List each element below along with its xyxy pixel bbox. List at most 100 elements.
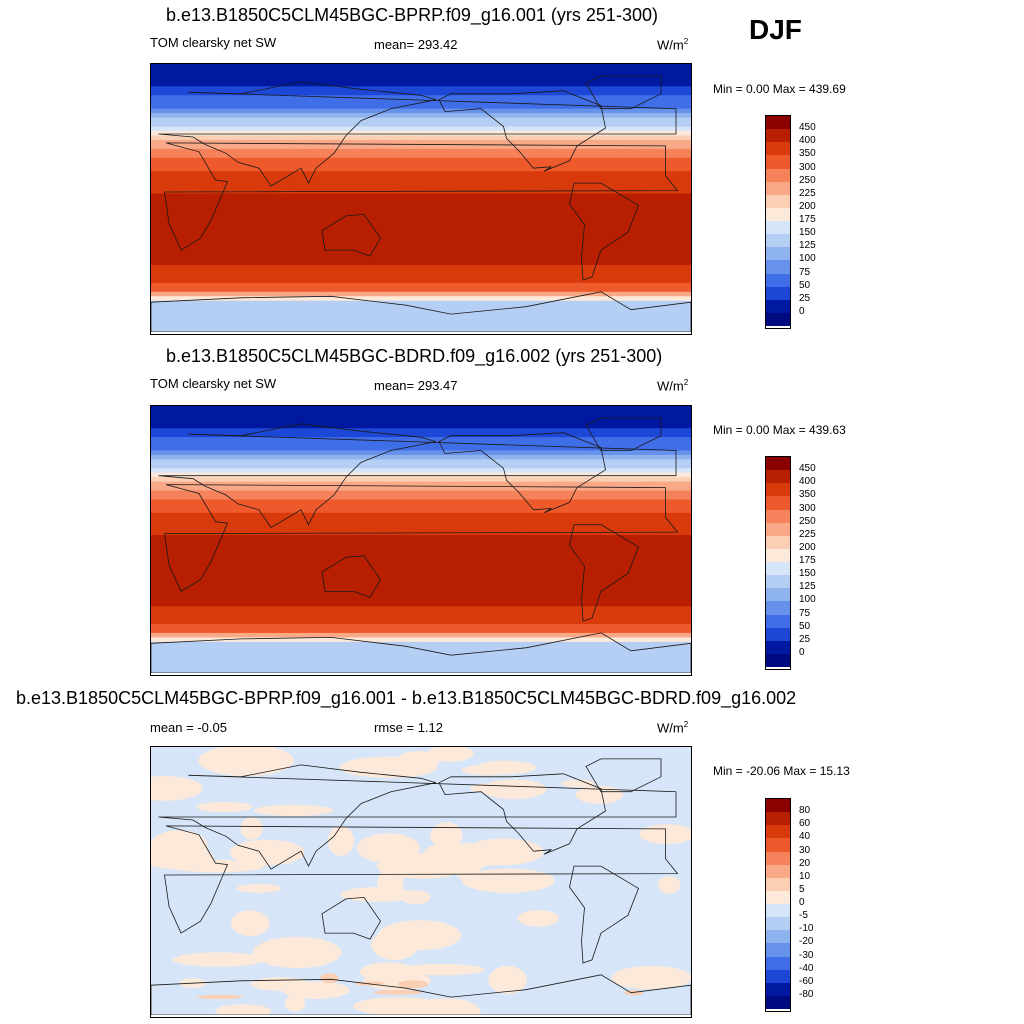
field-band (151, 153, 691, 159)
field-band (151, 206, 691, 212)
field-band (151, 242, 691, 248)
field-band (151, 419, 691, 425)
field-band (151, 327, 691, 332)
field-band (151, 215, 691, 221)
colorbar-tick-label: 150 (799, 227, 816, 239)
panel-2-variable-label: TOM clearsky net SW (150, 376, 277, 391)
colorbar-swatch (766, 588, 790, 602)
field-patch (236, 884, 282, 893)
colorbar-swatch (766, 864, 790, 878)
panel-1-colorbar (765, 115, 791, 329)
colorbar-swatch (766, 221, 790, 235)
colorbar-swatch (766, 982, 790, 996)
field-patch (196, 994, 243, 1000)
colorbar-tick-label: -5 (799, 910, 808, 922)
colorbar-tick-label: 5 (799, 883, 805, 895)
colorbar-swatch (766, 496, 790, 510)
colorbar-swatch (766, 535, 790, 549)
colorbar-swatch (766, 930, 790, 944)
colorbar-tick-label: -20 (799, 936, 814, 948)
field-patch (517, 910, 559, 927)
field-band (151, 323, 691, 329)
colorbar-swatch (766, 207, 790, 221)
field-patch (340, 887, 415, 902)
field-band (151, 126, 691, 132)
field-band (151, 309, 691, 315)
panel-1-title: b.e13.B1850C5CLM45BGC-BPRP.f09_g16.001 (… (166, 5, 658, 25)
colorbar-swatch (766, 260, 790, 274)
field-band (151, 566, 691, 572)
field-patch (172, 952, 265, 967)
field-band (151, 641, 691, 647)
field-band (151, 233, 691, 239)
field-band (151, 256, 691, 262)
colorbar-swatch (766, 653, 790, 667)
colorbar-swatch (766, 509, 790, 523)
coastline-north-america (438, 773, 606, 855)
field-band (151, 198, 691, 204)
field-band (151, 180, 691, 186)
field-band (151, 628, 691, 634)
colorbar-swatch (766, 969, 790, 983)
colorbar-tick-label: 50 (799, 620, 811, 632)
field-band (151, 454, 691, 460)
field-band (151, 615, 691, 621)
field-band (151, 135, 691, 141)
colorbar-swatch (766, 312, 790, 326)
field-band (151, 64, 691, 70)
coastline-australia (321, 896, 381, 940)
colorbar-swatch (766, 799, 790, 813)
field-band (151, 318, 691, 324)
field-band (151, 144, 691, 150)
colorbar-swatch (766, 917, 790, 931)
colorbar-tick-label: -80 (799, 988, 814, 1000)
colorbar-swatch (766, 273, 790, 287)
colorbar-tick-label: 100 (799, 594, 816, 606)
colorbar-tick-label: 50 (799, 279, 811, 291)
field-band (151, 552, 691, 558)
field-patch (373, 989, 422, 995)
colorbar-tick-label: 250 (799, 515, 816, 527)
field-patch (320, 973, 339, 984)
field-patch (253, 804, 334, 816)
panel-3-colorbar (765, 798, 791, 1012)
field-patch (376, 853, 468, 879)
colorbar-swatch (766, 168, 790, 182)
field-band (151, 104, 691, 110)
field-band (151, 72, 691, 78)
field-band (151, 463, 691, 469)
field-band (151, 655, 691, 661)
field-band (151, 606, 691, 612)
field-patch (409, 998, 481, 1015)
field-band (151, 77, 691, 83)
field-patch (215, 1004, 271, 1015)
panel-3-rmse-label: rmse = 1.12 (374, 720, 444, 735)
field-band (151, 610, 691, 616)
field-band (151, 450, 691, 456)
field-band (151, 535, 691, 541)
field-band (151, 668, 691, 673)
coastline-australia (321, 213, 381, 257)
field-band (151, 477, 691, 483)
panel-2-map (150, 405, 692, 676)
field-patch (427, 747, 474, 762)
colorbar-swatch (766, 470, 790, 484)
colorbar-swatch (766, 904, 790, 918)
field-patch (469, 782, 544, 795)
field-band (151, 637, 691, 643)
colorbar-tick-label: 125 (799, 240, 816, 252)
field-band (151, 108, 691, 114)
field-band (151, 314, 691, 320)
panel-2-title: b.e13.B1850C5CLM45BGC-BDRD.f09_g16.002 (… (166, 346, 663, 366)
field-patch (228, 752, 256, 762)
field-patch (463, 838, 544, 866)
field-band (151, 157, 691, 163)
field-band (151, 238, 691, 244)
field-band (151, 539, 691, 545)
field-band (151, 490, 691, 496)
field-band (151, 414, 691, 420)
field-band (151, 220, 691, 226)
field-band (151, 162, 691, 168)
coastline-antarctica (151, 974, 691, 1015)
field-patch (281, 981, 350, 999)
